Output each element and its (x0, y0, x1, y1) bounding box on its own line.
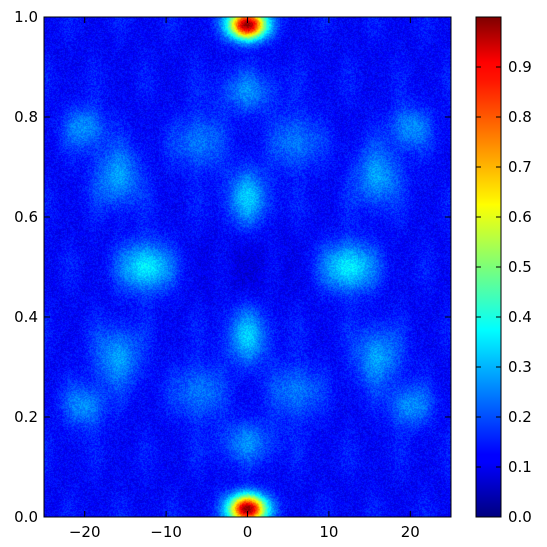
colorbar-tick-label: 0.7 (508, 158, 532, 176)
heatmap-image-holder (44, 17, 451, 517)
colorbar-tick-label: 0.6 (508, 208, 532, 226)
colorbar-tick-label: 0.1 (508, 458, 532, 476)
x-tick-label: 20 (401, 523, 420, 541)
y-tick-label: 0.4 (14, 308, 38, 326)
colorbar-tick-label: 0.8 (508, 108, 532, 126)
x-axis: −20 −10 0 10 20 (69, 17, 420, 541)
y-tick-label: 1.0 (14, 8, 38, 26)
colorbar: 0.0 0.1 0.2 0.3 0.4 0.5 0.6 0.7 0.8 0.9 (475, 16, 532, 526)
colorbar-tick-label: 0.2 (508, 408, 532, 426)
heatmap-image (44, 17, 451, 517)
y-tick-label: 0.8 (14, 108, 38, 126)
heatmap-plot (43, 16, 452, 518)
colorbar-tick-label: 0.3 (508, 358, 532, 376)
y-tick-label: 0.6 (14, 208, 38, 226)
x-tick-label: −10 (150, 523, 182, 541)
y-axis: 0.0 0.2 0.4 0.6 0.8 1.0 (14, 8, 451, 526)
x-tick-label: −20 (69, 523, 101, 541)
y-tick-label: 0.2 (14, 408, 38, 426)
x-tick-label: 0 (243, 523, 253, 541)
y-tick-label: 0.0 (14, 508, 38, 526)
colorbar-tick-label: 0.4 (508, 308, 532, 326)
colorbar-tick-label: 0.5 (508, 258, 532, 276)
colorbar-tick-label: 0.9 (508, 58, 532, 76)
x-tick-label: 10 (319, 523, 338, 541)
colorbar-ticks: 0.0 0.1 0.2 0.3 0.4 0.5 0.6 0.7 0.8 0.9 (476, 58, 532, 526)
colorbar-tick-label: 0.0 (508, 508, 532, 526)
